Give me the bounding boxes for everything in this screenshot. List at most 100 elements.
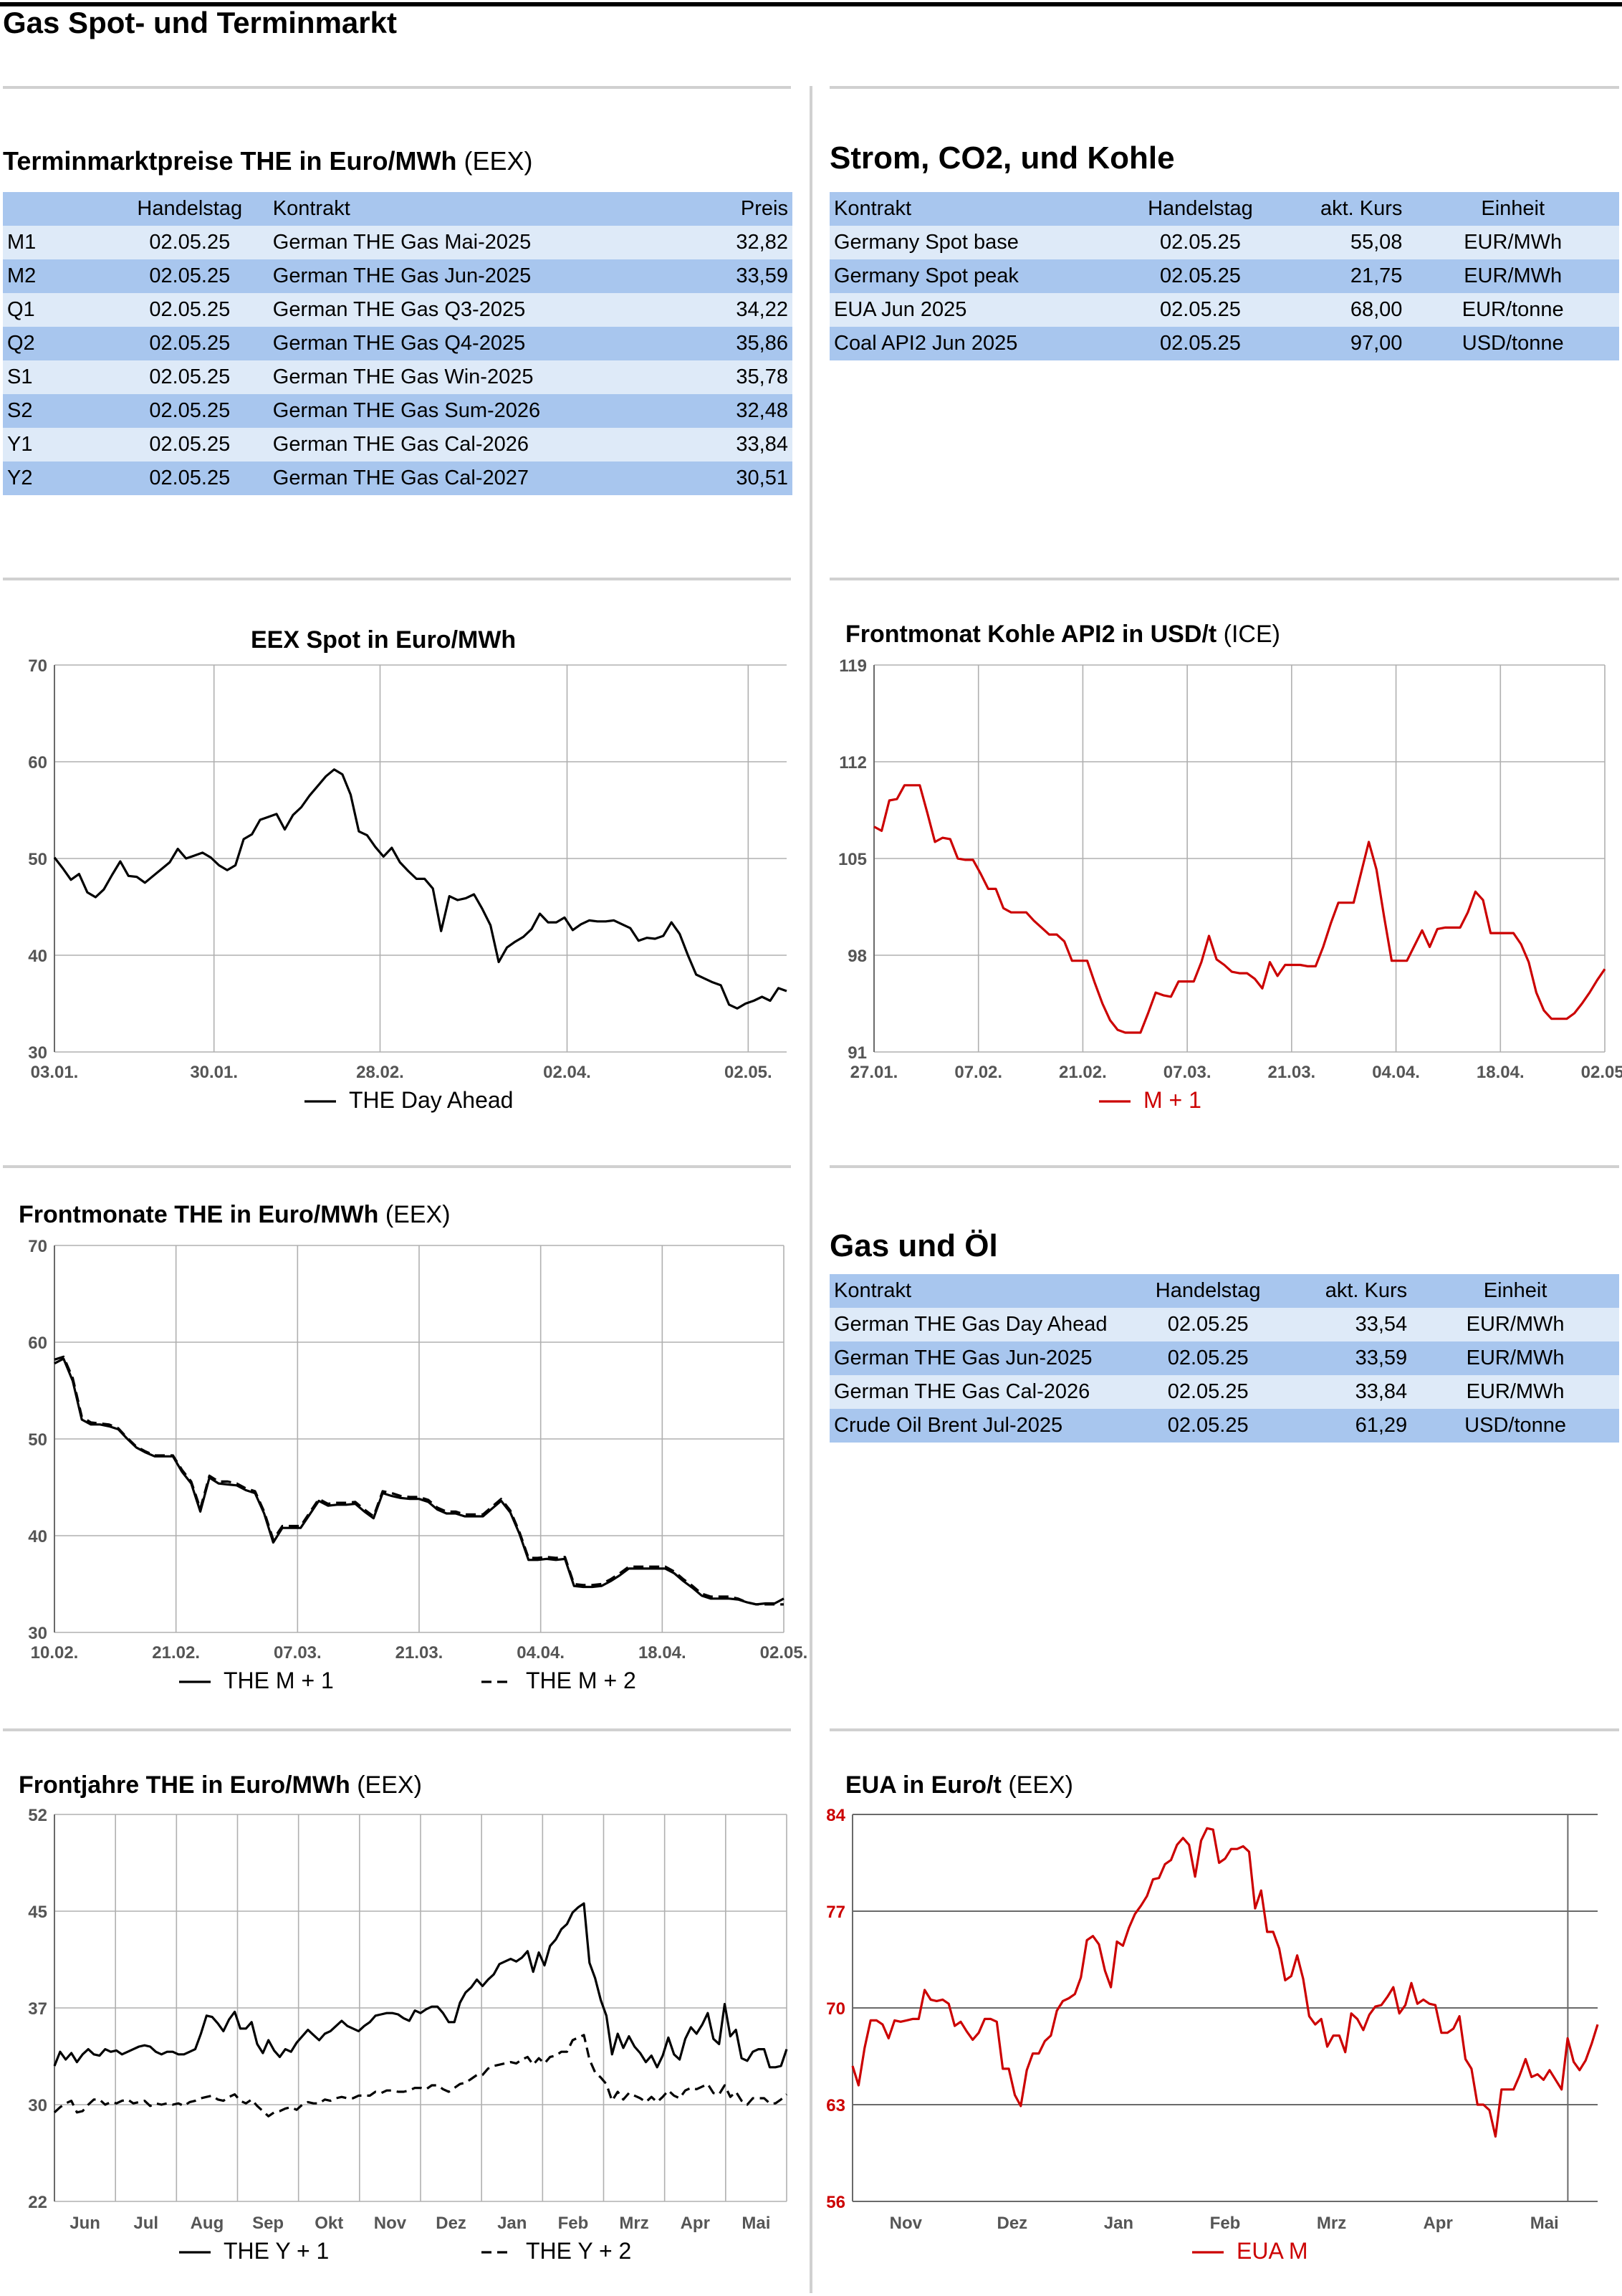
table-cell: S2	[7, 399, 33, 422]
table-row: Y1 02.05.25 German THE Gas Cal-2026 33,84	[3, 428, 792, 461]
x-tick-label: 03.01.	[31, 1063, 79, 1082]
table-cell: 02.05.25	[1160, 332, 1241, 355]
x-tick-label: 10.02.	[31, 1643, 79, 1663]
page-title: Gas Spot- und Terminmarkt	[3, 6, 397, 39]
table-cell: 02.05.25	[1167, 1313, 1249, 1336]
y-tick-label: 112	[839, 753, 867, 772]
table-cell: 33,59	[1355, 1346, 1408, 1369]
y-tick-label: 119	[839, 656, 867, 676]
chart-eex-spot: 30 40 50 60 70 03.01. 30.01. 28.02. 02.04. 02.05.…	[28, 656, 787, 1113]
y-tick-label: 37	[28, 1999, 47, 2019]
table-cell: German THE Gas Cal-2026	[834, 1380, 1090, 1403]
x-tick-label: 04.04.	[1372, 1063, 1420, 1082]
x-tick-label: 02.05.	[724, 1063, 772, 1082]
chart-title-eex-spot: EEX Spot in Euro/MWh	[251, 626, 516, 654]
legend-label: EUA M	[1237, 2238, 1308, 2264]
table-cell: 35,86	[736, 332, 788, 355]
table-cell: 33,54	[1355, 1313, 1408, 1336]
table-row: German THE Gas Cal-2026 02.05.25 33,84 EUR/…	[830, 1375, 1619, 1409]
table-header-row: Kontrakt Handelstag akt. Kurs Einheit	[830, 192, 1619, 226]
table-row: German THE Gas Jun-2025 02.05.25 33,59 EUR/…	[830, 1341, 1619, 1375]
chart-source-frontjahre: (EEX)	[357, 1771, 422, 1799]
x-tick-label: Dez	[997, 2214, 1028, 2233]
y-tick-label: 40	[28, 1527, 47, 1546]
table-cell: Q2	[7, 332, 35, 355]
x-tick-label: 07.02.	[954, 1063, 1002, 1082]
y-tick-label: 52	[28, 1806, 47, 1825]
table-cell: German THE Gas Cal-2027	[272, 467, 529, 489]
table-cell: 32,82	[736, 231, 788, 254]
table-cell: German THE Gas Win-2025	[272, 365, 534, 388]
table-cell: 02.05.25	[149, 433, 231, 456]
divider	[830, 1165, 1619, 1168]
x-tick-label: Mrz	[1317, 2214, 1346, 2233]
table-cell: 02.05.25	[1167, 1414, 1249, 1437]
table-row: Germany Spot peak 02.05.25 21,75 EUR/MWh	[830, 259, 1619, 293]
table-cell: 02.05.25	[1160, 231, 1241, 254]
table-cell: 02.05.25	[1160, 298, 1241, 321]
table-cell: German THE Gas Q4-2025	[272, 332, 526, 355]
x-tick-label: Jun	[69, 2214, 100, 2233]
chart-title-frontmonate: Frontmonate THE in Euro/MWh (EEX)	[19, 1201, 451, 1229]
table-header-cell: Handelstag	[1148, 197, 1253, 220]
chart-kohle: 91 98 105 112 119 27.01. 07.02. 21.02. 07.03. 21.…	[838, 656, 1622, 1113]
chart-title-frontmonate-text: Frontmonate THE in Euro/MWh	[19, 1201, 379, 1228]
y-tick-label: 105	[838, 850, 867, 869]
y-tick-label: 60	[28, 753, 47, 772]
y-tick-label: 40	[28, 947, 47, 966]
table-cell: 61,29	[1355, 1414, 1408, 1437]
table-cell: 32,48	[736, 399, 788, 422]
table-cell: M2	[7, 264, 37, 287]
table-header-cell: akt. Kurs	[1320, 197, 1403, 220]
table-cell: 02.05.25	[149, 298, 231, 321]
table-row: German THE Gas Day Ahead 02.05.25 33,54 EUR…	[830, 1308, 1619, 1341]
y-tick-label: 30	[28, 1624, 47, 1643]
y-tick-label: 63	[826, 2096, 845, 2115]
series-line-0	[851, 1827, 1599, 2138]
table-cell: 02.05.25	[1167, 1346, 1249, 1369]
table-cell: EUR/MWh	[1464, 264, 1563, 287]
table-row: Q1 02.05.25 German THE Gas Q3-2025 34,22	[3, 293, 792, 327]
terminmarkt-source: (EEX)	[464, 146, 533, 176]
table-cell: 02.05.25	[149, 399, 231, 422]
table-cell: 33,84	[1355, 1380, 1408, 1403]
table-cell: German THE Gas Cal-2026	[272, 433, 529, 456]
x-tick-label: Nov	[374, 2214, 407, 2233]
table-header-cell	[3, 192, 111, 226]
table-header-cell: Kontrakt	[272, 197, 350, 220]
chart-source-eua: (EEX)	[1008, 1771, 1073, 1799]
table-cell: M1	[7, 231, 37, 254]
table-header-cell: Handelstag	[1155, 1279, 1261, 1302]
table-cell: 35,78	[736, 365, 788, 388]
terminmarkt-title: Terminmarktpreise THE in Euro/MWh (EEX)	[3, 146, 532, 176]
x-tick-label: 21.02.	[152, 1643, 200, 1663]
strom-table: Kontrakt Handelstag akt. Kurs Einheit German…	[830, 192, 1619, 360]
series-line-1	[54, 1355, 784, 1606]
y-tick-label: 45	[28, 1903, 47, 1922]
table-cell: Y1	[7, 433, 33, 456]
gasoel-table: Kontrakt Handelstag akt. Kurs Einheit German…	[830, 1274, 1619, 1443]
divider	[3, 1728, 791, 1731]
table-cell: Coal API2 Jun 2025	[834, 332, 1018, 355]
table-header-cell: Kontrakt	[834, 1279, 911, 1302]
y-tick-label: 60	[28, 1334, 47, 1353]
table-header-cell: Einheit	[1483, 1279, 1547, 1302]
y-tick-label: 22	[28, 2193, 47, 2212]
divider	[830, 578, 1619, 580]
x-tick-label: 18.04.	[638, 1643, 686, 1663]
table-cell: Y2	[7, 467, 33, 489]
divider	[3, 1165, 791, 1168]
table-cell: 02.05.25	[1167, 1380, 1249, 1403]
table-row: S1 02.05.25 German THE Gas Win-2025 35,78	[3, 360, 792, 394]
table-cell: German THE Gas Sum-2026	[272, 399, 541, 422]
chart-title-frontjahre-text: Frontjahre THE in Euro/MWh	[19, 1771, 350, 1799]
table-cell: 33,59	[736, 264, 788, 287]
y-tick-label: 84	[826, 1806, 845, 1825]
x-tick-label: Mrz	[619, 2214, 648, 2233]
y-tick-label: 70	[826, 1999, 845, 2019]
x-tick-label: 21.02.	[1059, 1063, 1107, 1082]
table-header-cell: Kontrakt	[834, 197, 911, 220]
table-cell: EUR/tonne	[1462, 298, 1564, 321]
table-cell: 02.05.25	[149, 467, 231, 489]
